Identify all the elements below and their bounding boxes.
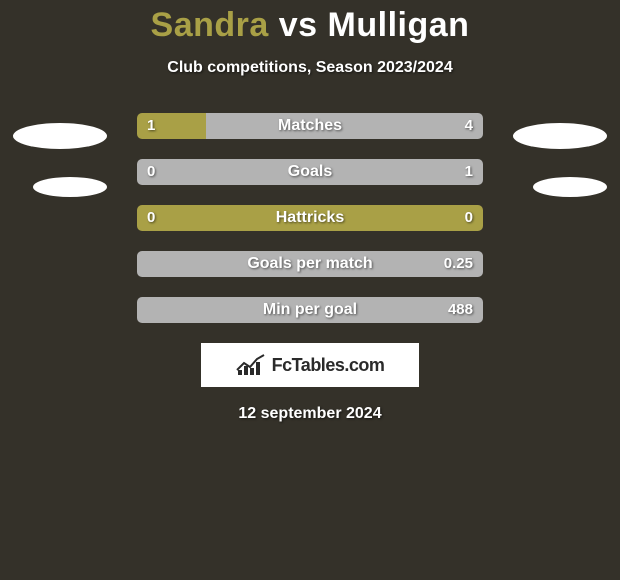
comparison-card: Sandra vs Mulligan Club competitions, Se… bbox=[0, 0, 620, 580]
player-b-badge-2 bbox=[533, 177, 607, 197]
logo-text: FcTables.com bbox=[272, 355, 385, 376]
page-title: Sandra vs Mulligan bbox=[0, 6, 620, 45]
stat-bar: 01Goals bbox=[137, 159, 483, 185]
chart-icon bbox=[236, 354, 266, 376]
stat-bars: 14Matches 01Goals 00Hattricks 0.25Goals per… bbox=[137, 113, 483, 323]
player-a-name: Sandra bbox=[151, 6, 269, 44]
bar-label: Hattricks bbox=[137, 205, 483, 231]
bar-label: Matches bbox=[137, 113, 483, 139]
stat-bar: 14Matches bbox=[137, 113, 483, 139]
bar-label: Min per goal bbox=[137, 297, 483, 323]
stat-bar: 0.25Goals per match bbox=[137, 251, 483, 277]
bar-label: Goals per match bbox=[137, 251, 483, 277]
logo: FcTables.com bbox=[201, 343, 419, 387]
player-a-badge-1 bbox=[13, 123, 107, 149]
player-b-name: Mulligan bbox=[328, 6, 470, 44]
date: 12 september 2024 bbox=[0, 405, 620, 423]
bar-label: Goals bbox=[137, 159, 483, 185]
player-b-badge-1 bbox=[513, 123, 607, 149]
player-a-badge-2 bbox=[33, 177, 107, 197]
vs-word: vs bbox=[279, 6, 318, 44]
stat-bar: 00Hattricks bbox=[137, 205, 483, 231]
stat-bar: 488Min per goal bbox=[137, 297, 483, 323]
subtitle: Club competitions, Season 2023/2024 bbox=[0, 59, 620, 77]
